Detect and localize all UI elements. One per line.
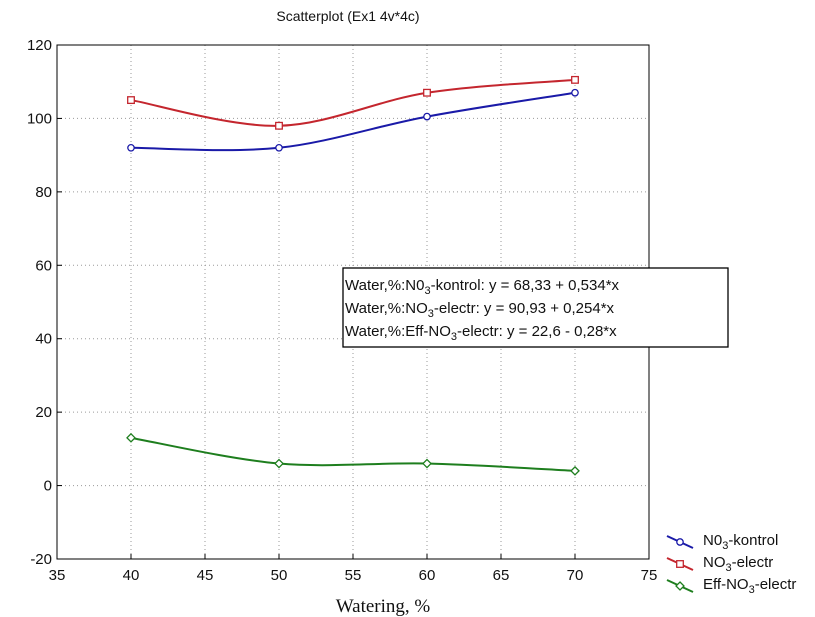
data-point-square xyxy=(676,560,684,568)
data-point-square xyxy=(275,121,283,130)
annotation-box xyxy=(342,267,729,348)
y-tick-label: 0 xyxy=(44,478,52,495)
legend-label: N03-kontrol xyxy=(703,532,778,552)
series-3 xyxy=(126,432,580,476)
y-tick-label: 100 xyxy=(27,110,52,127)
x-tick-label: 35 xyxy=(49,567,66,584)
data-point-square xyxy=(423,88,431,97)
series-line xyxy=(130,78,576,127)
x-tick-label: 50 xyxy=(271,567,288,584)
legend-label: Eff-NO3-electr xyxy=(703,576,796,596)
data-point-circle xyxy=(275,143,283,152)
regression-equations-box: Water,%:N03-kontrol: y = 68,33 + 0,534*x… xyxy=(342,267,729,348)
series-line xyxy=(130,436,576,472)
x-tick-label: 40 xyxy=(123,567,140,584)
series-lines xyxy=(126,75,580,476)
y-tick-label: 40 xyxy=(35,331,52,348)
data-point-square xyxy=(571,75,579,84)
x-tick-label: 55 xyxy=(345,567,362,584)
legend-item: N03-kontrol xyxy=(666,532,778,552)
y-tick-label: 80 xyxy=(35,184,52,201)
axis-ticks: 35 40 45 50 55 60 65 70 75 -20 0 20 40 60 80 100 120 xyxy=(27,37,657,584)
data-point-diamond xyxy=(422,458,432,469)
regression-equation: Water,%:NO3-electr: y = 90,93 + 0,254*x xyxy=(345,300,615,320)
x-tick-label: 75 xyxy=(641,567,658,584)
x-tick-label: 60 xyxy=(419,567,436,584)
regression-equation: Water,%:N03-kontrol: y = 68,33 + 0,534*x xyxy=(345,277,620,297)
x-tick-label: 65 xyxy=(493,567,510,584)
data-point-circle xyxy=(423,112,431,121)
legend-item: NO3-electr xyxy=(666,554,773,574)
data-point-circle xyxy=(676,538,684,546)
x-axis-label: Watering, % xyxy=(336,596,431,617)
y-tick-label: 20 xyxy=(35,404,52,421)
data-point-circle xyxy=(127,143,135,152)
legend-item: Eff-NO3-electr xyxy=(666,576,796,596)
series-line xyxy=(130,91,576,152)
regression-equation: Water,%:Eff-NO3-electr: y = 22,6 - 0,28*… xyxy=(345,323,617,343)
data-point-square xyxy=(127,96,135,105)
data-point-circle xyxy=(571,88,579,97)
data-point-diamond xyxy=(274,458,284,469)
y-tick-label: 120 xyxy=(27,37,52,54)
x-tick-label: 70 xyxy=(567,567,584,584)
data-point-diamond xyxy=(675,581,685,591)
legend-label: NO3-electr xyxy=(703,554,773,574)
x-tick-label: 45 xyxy=(197,567,214,584)
data-point-diamond xyxy=(126,432,136,443)
y-tick-label: 60 xyxy=(35,257,52,274)
y-tick-label: -20 xyxy=(30,551,52,568)
data-point-diamond xyxy=(570,465,580,476)
series-2 xyxy=(127,75,579,130)
series-1 xyxy=(127,88,579,152)
chart-title: Scatterplot (Ex1 4v*4c) xyxy=(276,8,419,24)
